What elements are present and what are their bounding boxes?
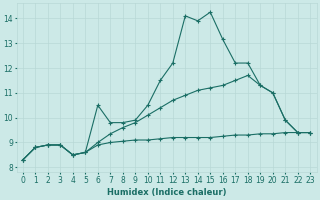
X-axis label: Humidex (Indice chaleur): Humidex (Indice chaleur) [107, 188, 226, 197]
